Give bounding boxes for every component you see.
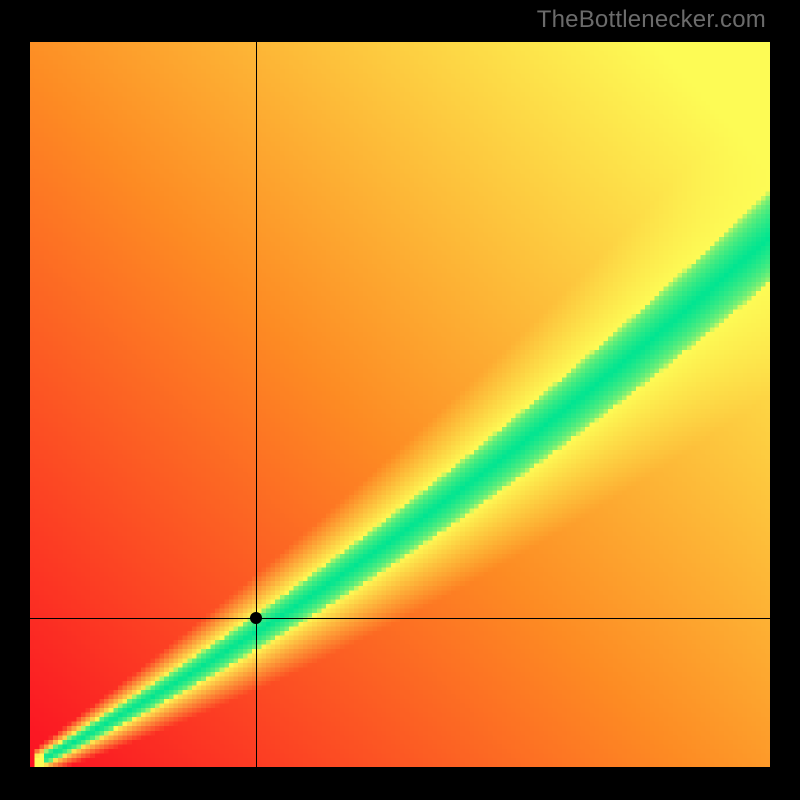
plot-area (30, 42, 770, 767)
crosshair-horizontal (30, 618, 770, 619)
crosshair-vertical (256, 42, 257, 767)
heatmap-canvas (30, 42, 770, 767)
marker-dot (250, 612, 262, 624)
chart-container: TheBottlenecker.com (0, 0, 800, 800)
watermark-text: TheBottlenecker.com (537, 6, 766, 34)
